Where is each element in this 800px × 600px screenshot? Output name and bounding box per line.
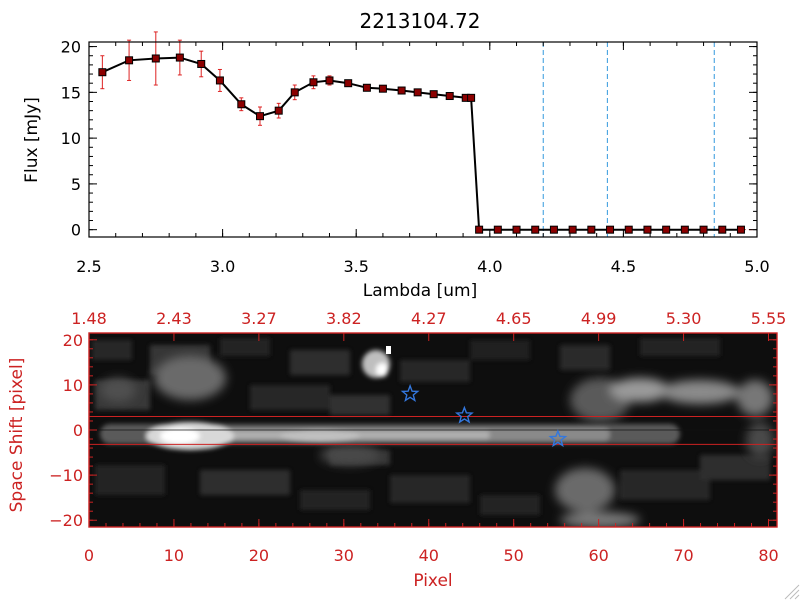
spectrum-x-ticks: 2.5 3.0 3.5 4.0 4.5 5.0 xyxy=(76,42,770,276)
y-tick-label: 10 xyxy=(61,129,81,148)
flux-point-20 xyxy=(467,93,476,102)
flux-point-28 xyxy=(606,225,615,234)
chart-title: 2213104.72 xyxy=(360,9,481,33)
flux-point-1 xyxy=(125,56,134,65)
flux-point-23 xyxy=(512,225,521,234)
x-tick-label: 5.0 xyxy=(744,257,769,276)
heatmap-top-ticks: 1.48 2.43 3.27 3.82 4.27 4.65 4.99 5.30 5.55 xyxy=(71,309,786,341)
x-tick-label: 3.0 xyxy=(210,257,235,276)
spectrum-plot-area xyxy=(98,31,757,237)
heatmap-x-ticks: 0 10 20 30 40 50 60 70 80 xyxy=(84,519,779,565)
flux-series-line xyxy=(101,56,741,231)
heatmap-top-tick-label: 2.43 xyxy=(156,309,192,328)
heatmap-top-tick-label: 4.65 xyxy=(496,309,532,328)
spectrum-panel: 2213104.72 2.5 3.0 3.5 4.0 4.5 5.0 0 5 10 15 20 L… xyxy=(22,9,770,301)
heatmap-x-tick-label: 0 xyxy=(84,546,94,565)
heatmap-top-tick-label: 3.27 xyxy=(241,309,277,328)
flux-point-9 xyxy=(290,88,299,97)
flux-point-26 xyxy=(568,225,577,234)
star-marker-icon-1 xyxy=(454,405,474,424)
spectrum-x-label: Lambda [um] xyxy=(363,281,477,301)
heatmap-y-tick-label: 0 xyxy=(73,421,83,440)
flux-point-18 xyxy=(445,92,454,101)
x-tick-label: 2.5 xyxy=(76,257,101,276)
flux-point-30 xyxy=(643,225,652,234)
heatmap-x-tick-label: 20 xyxy=(249,546,269,565)
heatmap-top-tick-label: 5.55 xyxy=(751,309,787,328)
flux-point-27 xyxy=(587,225,596,234)
x-tick-label: 4.5 xyxy=(611,257,636,276)
x-tick-label: 3.5 xyxy=(343,257,368,276)
heatmap-y-ticks: −20 −10 0 10 20 xyxy=(49,331,777,530)
flux-point-24 xyxy=(531,225,540,234)
flux-point-33 xyxy=(699,225,708,234)
heatmap-x-tick-label: 60 xyxy=(588,546,608,565)
flux-point-15 xyxy=(397,86,406,95)
flux-point-13 xyxy=(362,83,371,92)
heatmap-x-tick-label: 10 xyxy=(164,546,184,565)
heatmap-x-tick-label: 80 xyxy=(758,546,778,565)
flux-point-2 xyxy=(151,54,160,63)
heatmap-y-tick-label: −10 xyxy=(49,466,83,485)
heatmap-top-tick-label: 4.99 xyxy=(581,309,617,328)
flux-point-11 xyxy=(325,76,334,85)
heatmap-x-tick-label: 50 xyxy=(504,546,524,565)
flux-point-16 xyxy=(413,88,422,97)
y-tick-label: 5 xyxy=(71,175,81,194)
flux-point-10 xyxy=(309,78,318,87)
y-tick-label: 0 xyxy=(71,221,81,240)
flux-point-14 xyxy=(378,84,387,93)
heatmap-top-tick-label: 3.82 xyxy=(326,309,362,328)
flux-point-6 xyxy=(237,100,246,109)
flux-point-21 xyxy=(475,225,484,234)
spectrum-y-label: Flux [mJy] xyxy=(22,97,42,183)
flux-point-17 xyxy=(429,90,438,99)
heatmap-x-tick-label: 30 xyxy=(334,546,354,565)
heatmap-y-label: Space Shift [pixel] xyxy=(7,358,27,513)
flux-point-7 xyxy=(256,112,265,121)
resize-grip-icon[interactable] xyxy=(784,584,800,600)
y-tick-label: 20 xyxy=(61,38,81,57)
x-tick-label: 4.0 xyxy=(477,257,502,276)
heatmap-top-tick-label: 5.30 xyxy=(666,309,702,328)
flux-point-25 xyxy=(549,225,558,234)
heatmap-top-tick-label: 4.27 xyxy=(411,309,447,328)
flux-point-3 xyxy=(175,53,184,62)
flux-point-34 xyxy=(718,225,727,234)
star-marker-icon-2 xyxy=(548,429,568,448)
flux-point-4 xyxy=(197,59,206,68)
spectrum-image-panel: 0 10 20 30 40 50 60 70 80 1.48 2.43 3.27 3.82 4.27 4.… xyxy=(7,309,786,591)
heatmap-x-tick-label: 70 xyxy=(673,546,693,565)
heatmap-x-tick-label: 40 xyxy=(419,546,439,565)
y-tick-label: 15 xyxy=(61,83,81,102)
flux-point-5 xyxy=(215,76,224,85)
heatmap-top-tick-label: 1.48 xyxy=(71,309,107,328)
flux-point-31 xyxy=(662,225,671,234)
flux-point-29 xyxy=(624,225,633,234)
spectrum-axes-frame xyxy=(88,41,758,238)
flux-point-0 xyxy=(98,68,107,77)
flux-point-12 xyxy=(344,79,353,88)
heatmap-overlays xyxy=(89,383,777,448)
flux-point-22 xyxy=(493,225,502,234)
flux-point-8 xyxy=(274,106,283,115)
flux-point-35 xyxy=(736,225,745,234)
star-marker-icon-0 xyxy=(400,383,420,403)
heatmap-y-tick-label: −20 xyxy=(49,511,83,530)
heatmap-y-tick-label: 10 xyxy=(63,376,83,395)
heatmap-y-tick-label: 20 xyxy=(63,331,83,350)
spectrum-y-ticks: 0 5 10 15 20 xyxy=(61,38,757,240)
flux-point-32 xyxy=(680,225,689,234)
heatmap-x-label: Pixel xyxy=(413,571,452,591)
